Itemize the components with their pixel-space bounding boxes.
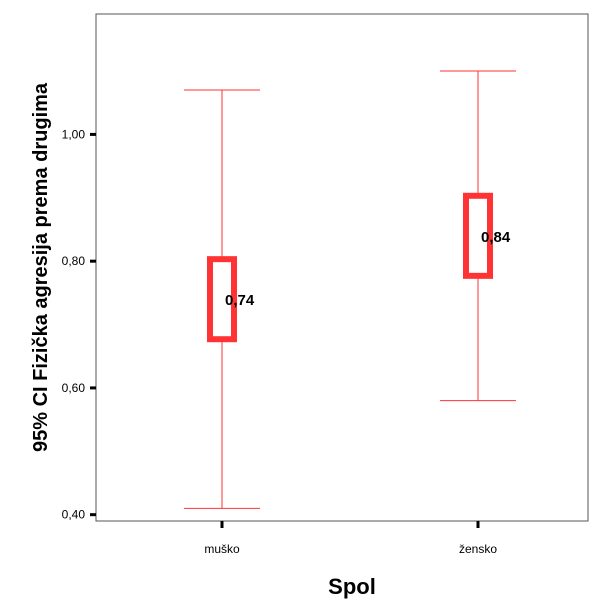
mean-marker-1	[463, 192, 493, 279]
mean-label-1: 0,84	[481, 229, 511, 246]
error-bar-1	[440, 70, 516, 402]
x-tick-label-1: žensko	[459, 542, 497, 556]
x-axis-title: Spol	[328, 574, 376, 599]
mean-marker-0	[207, 256, 237, 343]
mean-label-0: 0,74	[225, 292, 255, 309]
y-tick-label-2: 0,80	[62, 254, 86, 268]
error-bar-0	[184, 89, 260, 509]
x-tick-label-0: muško	[204, 542, 240, 556]
y-tick-label-1: 0,60	[62, 381, 86, 395]
plot-frame	[95, 13, 589, 522]
y-axis-title: 95% CI Fizička agresija prema drugima	[30, 82, 52, 452]
y-tick-label-0: 0,40	[62, 508, 86, 522]
y-tick-label-3: 1,00	[62, 127, 86, 141]
